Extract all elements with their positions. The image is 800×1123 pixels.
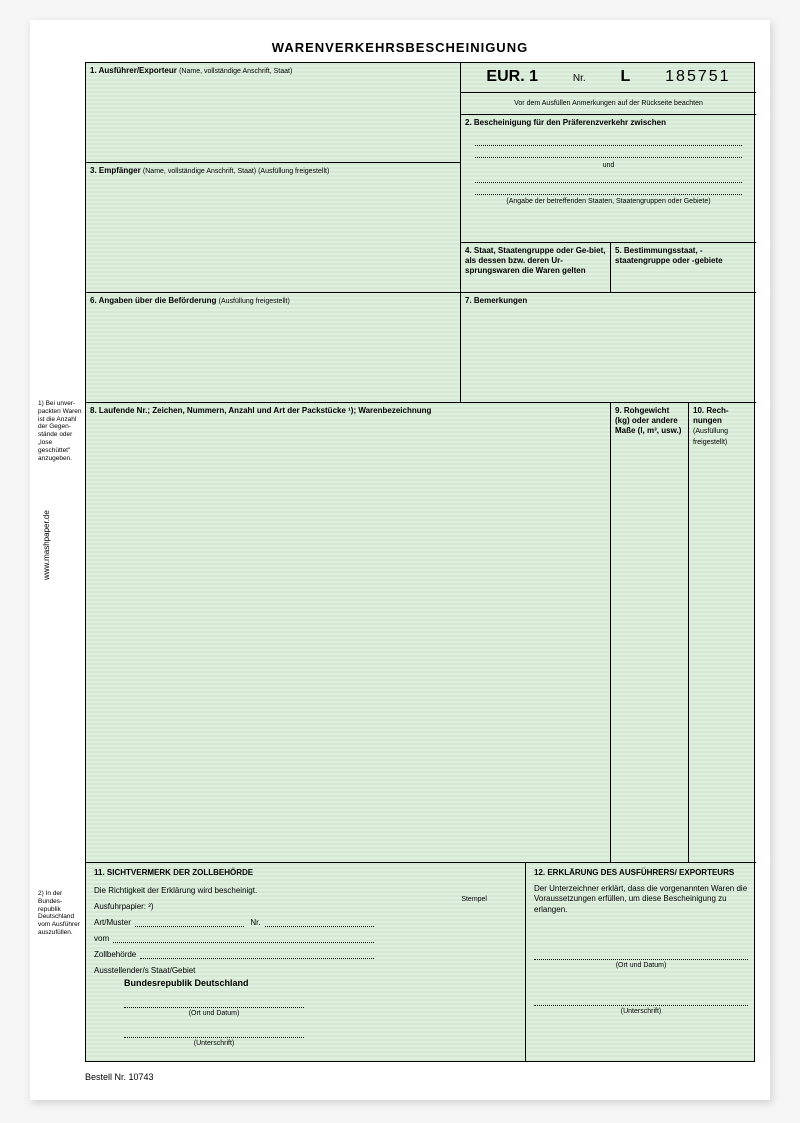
- box-4-label: 4. Staat, Staatengruppe oder Ge-biet, al…: [465, 246, 605, 275]
- box-2-hint: (Angabe der betreffenden Staaten, Staate…: [475, 198, 742, 207]
- box-11-l1: Die Richtigkeit der Erklärung wird besch…: [94, 886, 374, 896]
- box-11-label: 11. SICHTVERMERK DER ZOLLBEHÖRDE: [94, 868, 253, 877]
- box-7-label: 7. Bemerkungen: [465, 296, 527, 305]
- place-cap: (Ort und Datum): [124, 1010, 304, 1019]
- box-12-sig: (Unterschrift): [534, 1008, 748, 1017]
- box-11-l6: Ausstellender/s Staat/Gebiet: [94, 966, 195, 976]
- box-11-l7: Bundesrepublik Deutschland: [124, 978, 374, 989]
- box-11-l5: Zollbehörde: [94, 950, 136, 960]
- vertical-brand: www.mashpaper.de: [42, 510, 51, 580]
- box-12-place: (Ort und Datum): [534, 962, 748, 971]
- stamp-label: Stempel: [461, 896, 487, 905]
- notice: Vor dem Ausfüllen Anmerkungen auf der Rü…: [461, 93, 756, 115]
- notice-text: Vor dem Ausfüllen Anmerkungen auf der Rü…: [514, 100, 703, 107]
- eur-title: EUR. 1: [486, 67, 538, 87]
- eur-series: L: [621, 67, 631, 87]
- box-4: 4. Staat, Staatengruppe oder Ge-biet, al…: [461, 243, 611, 293]
- box-11-l3b: Nr.: [250, 918, 260, 928]
- box-3-hint: (Name, vollständige Anschrift, Staat) (A…: [143, 168, 329, 175]
- order-number: Bestell Nr. 10743: [85, 1072, 154, 1082]
- box-11: 11. SICHTVERMERK DER ZOLLBEHÖRDE Stempel…: [86, 863, 526, 1061]
- box-2-label: 2. Bescheinigung für den Präferenzverkeh…: [465, 118, 666, 127]
- box-5-label: 5. Bestimmungsstaat, -staatengruppe oder…: [615, 246, 723, 265]
- box-3-label: 3. Empfänger: [90, 166, 141, 175]
- box-2-line1: [475, 136, 742, 146]
- field-fill: [140, 950, 374, 959]
- sidenote-1: 1) Bei unver-packten Waren ist die Anzah…: [38, 400, 83, 462]
- form-page: WARENVERKEHRSBESCHEINIGUNG 1. Ausführer/…: [30, 20, 770, 1100]
- box-11-l4: vom: [94, 934, 109, 944]
- box-2-line3: [475, 173, 742, 183]
- box-6-hint: (Ausfüllung freigestellt): [219, 298, 290, 305]
- box-6-label: 6. Angaben über die Beförderung: [90, 296, 216, 305]
- place-line: [124, 1007, 304, 1008]
- field-fill: [265, 918, 374, 927]
- box-9: 9. Rohgewicht (kg) oder andere Maße (l, …: [611, 403, 689, 863]
- box-12-place-line: [534, 959, 748, 960]
- box-10-hint: (Ausfüllung freigestellt): [693, 428, 728, 446]
- eur-header: EUR. 1 Nr. L 185751: [461, 63, 756, 93]
- sidenote-2: 2) In der Bundes-republik Deutschland vo…: [38, 890, 83, 937]
- box-11-l2: Ausfuhrpapier: ²): [94, 902, 154, 912]
- sig-line: [124, 1037, 304, 1038]
- box-2: 2. Bescheinigung für den Präferenzverkeh…: [461, 115, 756, 243]
- box-1-hint: (Name, vollständige Anschrift, Staat): [179, 68, 292, 75]
- box-1-label: 1. Ausführer/Exporteur: [90, 66, 177, 75]
- field-fill: [135, 918, 244, 927]
- box-2-line4: [475, 185, 742, 195]
- box-11-l3a: Art/Muster: [94, 918, 131, 928]
- box-12-label: 12. ERKLÄRUNG DES AUSFÜHRERS/ EXPORTEURS: [534, 868, 734, 877]
- box-10: 10. Rech-nungen (Ausfüllung freigestellt…: [689, 403, 756, 863]
- box-5: 5. Bestimmungsstaat, -staatengruppe oder…: [611, 243, 756, 293]
- form-grid: 1. Ausführer/Exporteur (Name, vollständi…: [85, 62, 755, 1062]
- form-title: WARENVERKEHRSBESCHEINIGUNG: [30, 40, 770, 55]
- box-1: 1. Ausführer/Exporteur (Name, vollständi…: [86, 63, 461, 163]
- box-12-text: Der Unterzeichner erklärt, dass die vorg…: [534, 884, 748, 915]
- box-7: 7. Bemerkungen: [461, 293, 756, 403]
- box-6: 6. Angaben über die Beförderung (Ausfüll…: [86, 293, 461, 403]
- field-fill: [113, 934, 374, 943]
- box-9-label: 9. Rohgewicht (kg) oder andere Maße (l, …: [615, 406, 681, 435]
- box-2-line2: [475, 148, 742, 158]
- sig-cap: (Unterschrift): [124, 1040, 304, 1049]
- box-12: 12. ERKLÄRUNG DES AUSFÜHRERS/ EXPORTEURS…: [526, 863, 756, 1061]
- box-3: 3. Empfänger (Name, vollständige Anschri…: [86, 163, 461, 293]
- eur-number: 185751: [665, 67, 730, 87]
- box-8-label: 8. Laufende Nr.; Zeichen, Nummern, Anzah…: [90, 406, 431, 415]
- eur-nr-label: Nr.: [573, 73, 586, 86]
- box-2-und: und: [475, 162, 742, 171]
- box-10-label: 10. Rech-nungen: [693, 406, 729, 425]
- box-8: 8. Laufende Nr.; Zeichen, Nummern, Anzah…: [86, 403, 611, 863]
- box-12-sig-line: [534, 1005, 748, 1006]
